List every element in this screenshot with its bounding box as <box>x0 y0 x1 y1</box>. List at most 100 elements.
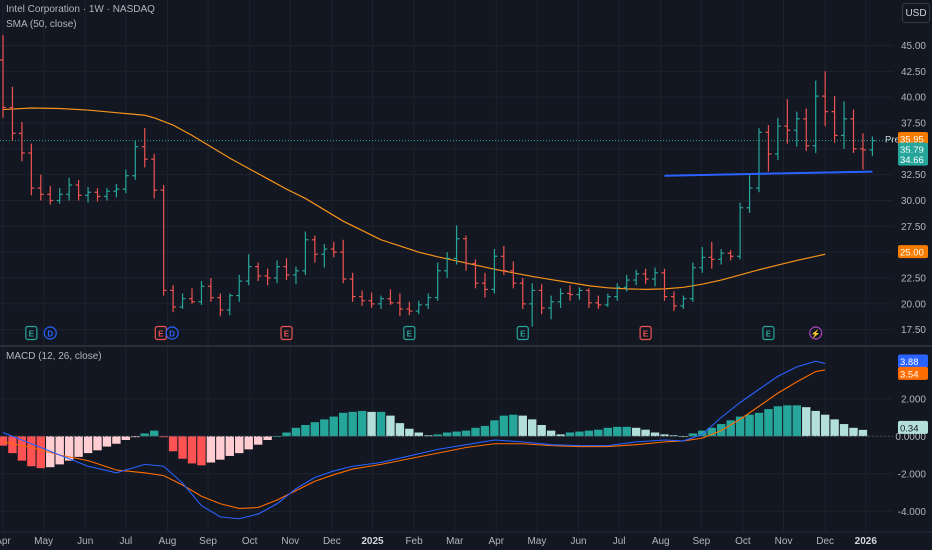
price-axis-label: 17.50 <box>901 325 926 336</box>
macd-histogram-bar <box>131 436 140 438</box>
price-axis-label: 22.50 <box>901 274 926 285</box>
macd-histogram-bar <box>150 430 159 437</box>
x-axis-label: Feb <box>405 536 423 547</box>
macd-histogram-bar <box>282 432 291 437</box>
pre-market-price-badge-text: 35.95 <box>900 135 924 146</box>
event-marker-label: D <box>169 330 175 339</box>
macd-histogram-bar <box>556 434 565 437</box>
dividend-marker[interactable] <box>165 326 179 340</box>
macd-histogram-bar <box>546 430 556 437</box>
sma-legend: SMA (50, close) <box>6 19 77 30</box>
macd-histogram-bar <box>594 429 603 437</box>
macd-histogram-bar <box>36 436 45 469</box>
macd-histogram-bar <box>376 411 386 437</box>
histogram-value-badge-text: 0.34 <box>900 423 919 434</box>
macd-histogram-bar <box>660 434 669 437</box>
sma-50-line <box>2 107 826 290</box>
macd-histogram-bar <box>802 407 811 437</box>
x-axis-label: Aug <box>652 536 670 547</box>
macd-histogram-bar <box>235 436 244 454</box>
event-marker-label: E <box>643 330 649 339</box>
price-axis-label: 45.00 <box>901 41 926 52</box>
event-marker-label: ⚡ <box>811 329 821 339</box>
earnings-up-marker[interactable] <box>762 325 775 341</box>
price-axis-label: 30.00 <box>901 196 926 207</box>
macd-axis-label: -4.000 <box>898 507 927 518</box>
macd-histogram-bar <box>698 430 707 437</box>
macd-histogram-bar <box>528 419 537 437</box>
macd-histogram-bar <box>55 436 64 465</box>
macd-histogram-bar <box>433 434 442 437</box>
x-axis-label: Mar <box>446 536 464 547</box>
macd-histogram-bar <box>811 410 820 437</box>
price-axis-label: 37.50 <box>901 119 926 130</box>
macd-histogram-bar <box>112 436 121 444</box>
macd-histogram-bar <box>83 436 93 454</box>
macd-axis-label: 2.000 <box>901 394 926 405</box>
event-marker-label: D <box>47 330 53 339</box>
macd-histogram-bar <box>339 412 348 437</box>
close-price-badge <box>898 152 928 166</box>
pre-market-price-badge <box>898 132 928 146</box>
support-trendline[interactable] <box>664 170 873 177</box>
macd-histogram-bar <box>509 414 518 437</box>
x-axis-label: Jul <box>613 536 626 547</box>
macd-histogram-bar <box>320 419 329 437</box>
symbol-title: Intel Corporation · 1W · NASDAQ <box>6 4 155 15</box>
macd-histogram-bar <box>121 436 131 440</box>
earnings-up-marker[interactable] <box>403 325 416 341</box>
event-marker-label: E <box>520 330 526 339</box>
x-axis-label: 2026 <box>855 536 878 547</box>
macd-histogram-bar <box>735 416 745 437</box>
macd-histogram-bar <box>64 436 74 461</box>
price-axis-label: 40.00 <box>901 93 926 104</box>
macd-histogram-bar <box>206 436 216 463</box>
macd-histogram-bar <box>452 431 461 437</box>
earnings-down-marker[interactable] <box>639 325 652 341</box>
macd-value-badge <box>898 354 928 368</box>
x-axis-label: Sep <box>692 536 710 547</box>
macd-histogram-bar <box>253 436 263 445</box>
sma-value-badge-text: 25.00 <box>900 248 924 259</box>
x-axis-label: Apr <box>489 536 505 547</box>
macd-histogram-bar <box>395 423 405 437</box>
macd-histogram-bar <box>773 406 783 437</box>
macd-histogram-bar <box>329 416 338 437</box>
macd-histogram-bar <box>518 415 527 437</box>
dividend-marker[interactable] <box>43 326 57 340</box>
macd-histogram-bar <box>641 429 650 437</box>
macd-histogram-bar <box>707 427 716 437</box>
macd-histogram-bar <box>8 436 17 454</box>
x-axis-label: Jun <box>77 536 93 547</box>
earnings-up-marker[interactable] <box>516 325 529 341</box>
macd-histogram-bar <box>613 426 622 437</box>
macd-histogram-bar <box>367 411 376 437</box>
x-axis-label: May <box>527 536 546 547</box>
macd-histogram-bar <box>830 419 839 437</box>
price-axis-label: 42.50 <box>901 67 926 78</box>
signal-value-badge-text: 3.54 <box>900 369 919 380</box>
macd-histogram-bar <box>839 424 849 437</box>
flash-marker[interactable] <box>809 326 823 340</box>
last-price-badge <box>898 142 928 156</box>
macd-histogram-bar <box>263 436 272 440</box>
currency-button[interactable]: USD <box>902 3 930 23</box>
macd-histogram-bar <box>442 432 452 437</box>
macd-histogram-bar <box>102 436 112 447</box>
x-axis-label: Nov <box>775 536 793 547</box>
earnings-down-marker[interactable] <box>280 325 293 341</box>
event-marker-label: E <box>766 330 772 339</box>
macd-histogram-bar <box>679 436 688 438</box>
macd-histogram-bar <box>575 431 584 437</box>
macd-legend: MACD (12, 26, close) <box>6 351 102 362</box>
macd-value-badge-text: 3.88 <box>900 357 919 368</box>
macd-histogram-bar <box>537 425 546 437</box>
macd-histogram-bar <box>480 425 490 437</box>
close-price-badge-text: 34.66 <box>900 155 924 166</box>
macd-histogram-bar <box>726 420 735 437</box>
earnings-up-marker[interactable] <box>25 325 38 341</box>
macd-histogram-bar <box>792 405 801 437</box>
signal-value-badge <box>898 366 928 380</box>
